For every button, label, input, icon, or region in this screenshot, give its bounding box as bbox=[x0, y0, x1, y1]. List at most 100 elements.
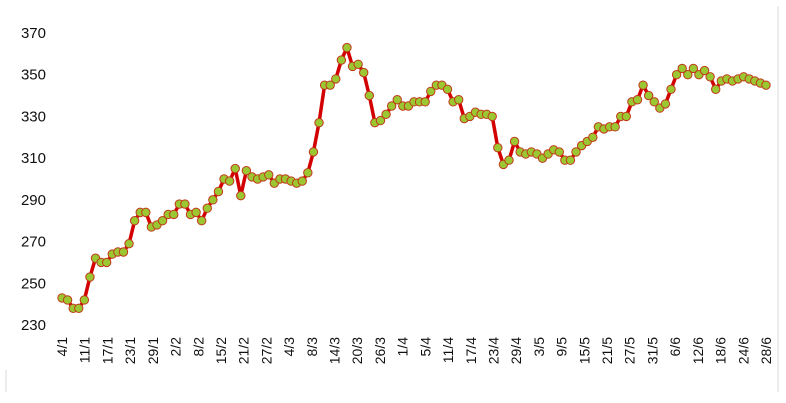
x-tick-label: 6/6 bbox=[667, 337, 683, 357]
x-tick-label: 11/4 bbox=[440, 337, 456, 363]
x-tick-label: 29/4 bbox=[508, 337, 524, 364]
y-tick-label: 250 bbox=[21, 275, 46, 292]
x-tick-label: 4/1 bbox=[54, 337, 70, 357]
y-tick-label: 270 bbox=[21, 234, 46, 251]
data-point bbox=[509, 136, 520, 147]
x-tick-label: 11/1 bbox=[77, 337, 93, 363]
x-tick-label: 29/1 bbox=[145, 337, 161, 364]
data-point bbox=[638, 80, 648, 90]
x-tick-label: 8/2 bbox=[190, 337, 206, 357]
data-point bbox=[359, 67, 369, 78]
x-tick-label: 15/2 bbox=[213, 337, 229, 364]
data-point bbox=[74, 303, 84, 314]
data-point bbox=[761, 80, 771, 90]
data-point bbox=[493, 143, 503, 153]
data-point bbox=[649, 97, 659, 107]
data-point bbox=[124, 238, 134, 249]
data-point bbox=[297, 176, 307, 186]
x-tick-label: 24/6 bbox=[735, 337, 751, 364]
data-point bbox=[331, 74, 341, 84]
data-point bbox=[705, 72, 715, 82]
data-point bbox=[375, 115, 386, 126]
y-tick-label: 370 bbox=[21, 25, 46, 42]
data-point bbox=[353, 59, 363, 69]
data-point bbox=[442, 84, 453, 95]
data-point bbox=[571, 147, 581, 157]
data-point bbox=[336, 55, 347, 65]
x-tick-label: 17/1 bbox=[99, 337, 115, 364]
data-point bbox=[487, 111, 497, 122]
data-point bbox=[621, 111, 632, 122]
data-point bbox=[196, 216, 207, 226]
x-tick-label: 31/5 bbox=[644, 337, 660, 364]
data-point bbox=[683, 70, 693, 80]
data-point bbox=[241, 165, 252, 176]
series-points bbox=[57, 42, 771, 314]
y-tick-label: 330 bbox=[21, 108, 46, 125]
data-point bbox=[118, 247, 129, 257]
x-tick-label: 1/4 bbox=[395, 337, 411, 357]
data-point bbox=[230, 163, 240, 174]
data-point bbox=[632, 95, 643, 105]
data-point bbox=[314, 117, 324, 128]
data-point bbox=[588, 132, 598, 142]
x-tick-label: 21/2 bbox=[236, 337, 252, 364]
y-tick-label: 290 bbox=[21, 192, 46, 209]
data-point bbox=[420, 97, 430, 107]
data-point bbox=[666, 84, 676, 95]
data-point bbox=[711, 84, 721, 95]
data-point bbox=[102, 257, 112, 268]
y-tick-label: 310 bbox=[21, 150, 46, 167]
data-point bbox=[504, 155, 514, 165]
data-point bbox=[157, 216, 168, 226]
data-point bbox=[565, 155, 576, 165]
data-point bbox=[454, 95, 464, 105]
data-point bbox=[643, 90, 654, 101]
data-point bbox=[180, 199, 190, 209]
x-tick-label: 28/6 bbox=[758, 337, 774, 364]
y-tick-label: 350 bbox=[21, 67, 46, 84]
data-point bbox=[554, 147, 564, 157]
data-point bbox=[610, 122, 620, 132]
x-tick-label: 18/6 bbox=[713, 337, 729, 364]
x-tick-label: 2/2 bbox=[168, 337, 184, 357]
data-point bbox=[699, 65, 710, 76]
x-tick-label: 12/6 bbox=[690, 337, 706, 364]
data-point bbox=[671, 70, 682, 80]
data-point bbox=[79, 295, 90, 305]
x-tick-label: 23/4 bbox=[485, 337, 501, 364]
data-point bbox=[677, 63, 687, 74]
data-point bbox=[85, 272, 95, 282]
data-point bbox=[392, 95, 402, 105]
y-tick-label: 230 bbox=[21, 317, 46, 334]
x-tick-label: 27/2 bbox=[258, 337, 274, 364]
data-point bbox=[224, 176, 235, 186]
x-tick-label: 27/5 bbox=[622, 337, 638, 364]
data-point bbox=[325, 80, 335, 90]
data-point bbox=[660, 99, 671, 109]
data-point bbox=[236, 190, 246, 201]
series-line bbox=[60, 45, 768, 311]
x-axis: 4/1 11/1 17/1 23/1 29/1 2/2 8/2 15/2 21/2 27/2 4/3… bbox=[54, 337, 774, 364]
data-point bbox=[141, 207, 151, 218]
x-tick-label: 4/3 bbox=[281, 337, 297, 357]
data-point bbox=[381, 109, 391, 120]
x-tick-label: 5/4 bbox=[417, 337, 433, 357]
x-tick-label: 17/4 bbox=[463, 337, 479, 364]
data-point bbox=[308, 147, 319, 157]
data-point bbox=[426, 86, 436, 97]
y-axis: 230 250 270 290 310 330 350 370 bbox=[21, 25, 46, 334]
data-point bbox=[364, 90, 374, 101]
data-point bbox=[62, 295, 73, 305]
x-tick-label: 8/3 bbox=[304, 337, 320, 357]
x-tick-label: 15/5 bbox=[576, 337, 592, 364]
data-point bbox=[264, 170, 274, 180]
data-point bbox=[386, 101, 397, 111]
x-tick-label: 3/5 bbox=[531, 337, 547, 357]
x-tick-label: 20/3 bbox=[349, 337, 365, 364]
x-tick-label: 26/3 bbox=[372, 337, 388, 364]
data-point bbox=[129, 216, 140, 226]
x-tick-label: 23/1 bbox=[122, 337, 138, 364]
